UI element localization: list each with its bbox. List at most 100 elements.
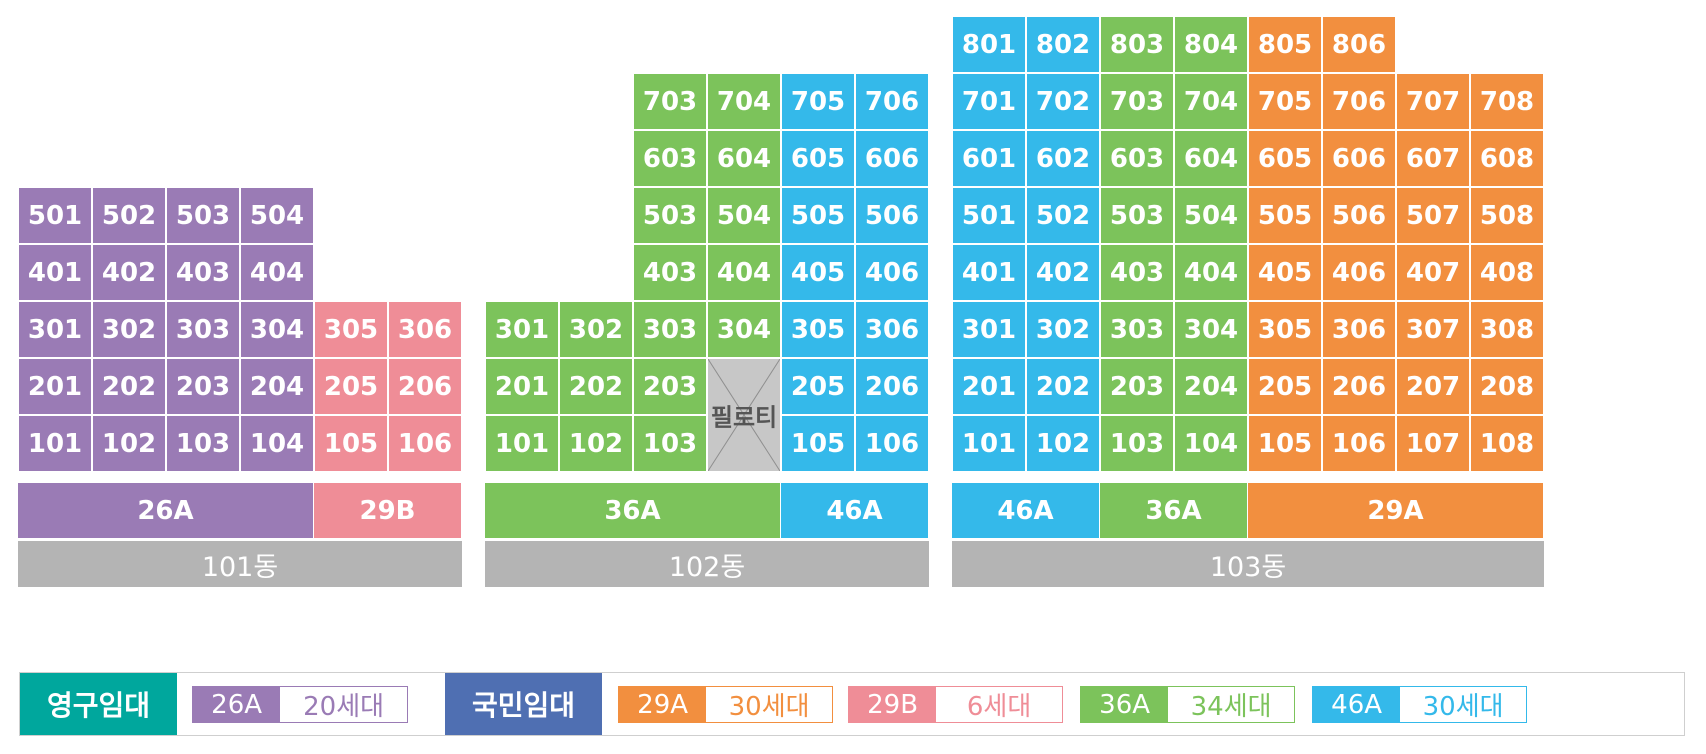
unit-cell: 608 <box>1470 130 1544 187</box>
unit-cell: 405 <box>1248 244 1322 301</box>
unit-cell: 702 <box>1026 73 1100 130</box>
unit-cell: 306 <box>388 301 462 358</box>
unit-cell: 205 <box>781 358 855 415</box>
unit-cell: 304 <box>240 301 314 358</box>
unit-cell: 102 <box>559 415 633 472</box>
unit-cell: 703 <box>1100 73 1174 130</box>
unit-cell: 505 <box>781 187 855 244</box>
unit-cell: 605 <box>781 130 855 187</box>
unit-cell: 402 <box>92 244 166 301</box>
unit-cell: 706 <box>1322 73 1396 130</box>
unit-cell: 708 <box>1470 73 1544 130</box>
legend-item-type: 29A <box>619 687 707 722</box>
unit-cell: 301 <box>952 301 1026 358</box>
unit-cell: 104 <box>240 415 314 472</box>
unit-cell: 305 <box>1248 301 1322 358</box>
unit-cell: 402 <box>1026 244 1100 301</box>
unit-cell: 704 <box>707 73 781 130</box>
unit-cell: 507 <box>1396 187 1470 244</box>
unit-cell: 502 <box>1026 187 1100 244</box>
legend-item-type: 26A <box>193 687 281 722</box>
legend-item: 29B 6세대 <box>848 686 1063 723</box>
unit-cell: 103 <box>166 415 240 472</box>
unit-cell: 102 <box>1026 415 1100 472</box>
unit-type-bar: 36A <box>1100 483 1248 538</box>
unit-cell: 303 <box>166 301 240 358</box>
building-label: 101동 <box>18 541 462 587</box>
unit-cell: 308 <box>1470 301 1544 358</box>
unit-cell: 403 <box>166 244 240 301</box>
unit-cell: 102 <box>92 415 166 472</box>
unit-cell: 503 <box>633 187 707 244</box>
unit-cell: 207 <box>1396 358 1470 415</box>
unit-cell: 301 <box>18 301 92 358</box>
unit-cell: 302 <box>92 301 166 358</box>
unit-type-bar: 46A <box>781 483 929 538</box>
unit-cell: 607 <box>1396 130 1470 187</box>
unit-cell: 404 <box>240 244 314 301</box>
legend-item: 36A 34세대 <box>1080 686 1295 723</box>
legend-item-count: 34세대 <box>1168 687 1294 722</box>
unit-cell: 802 <box>1026 16 1100 73</box>
unit-cell: 502 <box>92 187 166 244</box>
pilotis-label: 필로티 <box>710 403 778 432</box>
unit-cell: 101 <box>952 415 1026 472</box>
unit-cell: 605 <box>1248 130 1322 187</box>
unit-cell: 106 <box>1322 415 1396 472</box>
unit-cell: 706 <box>855 73 929 130</box>
unit-cell: 201 <box>18 358 92 415</box>
unit-cell: 201 <box>952 358 1026 415</box>
unit-cell: 406 <box>1322 244 1396 301</box>
unit-cell: 603 <box>1100 130 1174 187</box>
unit-cell: 405 <box>781 244 855 301</box>
unit-cell: 204 <box>240 358 314 415</box>
unit-cell: 203 <box>1100 358 1174 415</box>
unit-cell: 707 <box>1396 73 1470 130</box>
unit-type-bar: 46A <box>952 483 1100 538</box>
building-label: 103동 <box>952 541 1544 587</box>
legend-category-permanent: 영구임대 <box>20 673 177 735</box>
unit-cell: 705 <box>781 73 855 130</box>
unit-cell: 303 <box>633 301 707 358</box>
unit-cell: 302 <box>559 301 633 358</box>
unit-cell: 602 <box>1026 130 1100 187</box>
unit-cell: 801 <box>952 16 1026 73</box>
unit-cell: 505 <box>1248 187 1322 244</box>
unit-cell: 304 <box>1174 301 1248 358</box>
unit-cell: 303 <box>1100 301 1174 358</box>
unit-cell: 504 <box>240 187 314 244</box>
legend-item: 26A 20세대 <box>192 686 408 723</box>
unit-cell: 203 <box>633 358 707 415</box>
unit-cell: 401 <box>18 244 92 301</box>
unit-cell: 107 <box>1396 415 1470 472</box>
unit-cell: 806 <box>1322 16 1396 73</box>
unit-cell: 606 <box>855 130 929 187</box>
unit-cell: 202 <box>1026 358 1100 415</box>
unit-cell: 508 <box>1470 187 1544 244</box>
unit-cell: 305 <box>781 301 855 358</box>
unit-cell: 201 <box>485 358 559 415</box>
unit-cell: 803 <box>1100 16 1174 73</box>
unit-cell: 501 <box>18 187 92 244</box>
unit-cell: 701 <box>952 73 1026 130</box>
unit-cell: 101 <box>485 415 559 472</box>
unit-cell: 503 <box>1100 187 1174 244</box>
pilotis-cell: 필로티 <box>707 358 781 472</box>
unit-cell: 403 <box>633 244 707 301</box>
unit-cell: 208 <box>1470 358 1544 415</box>
legend-item-count: 20세대 <box>280 687 407 722</box>
unit-cell: 306 <box>855 301 929 358</box>
unit-type-bar: 29A <box>1248 483 1544 538</box>
unit-cell: 506 <box>1322 187 1396 244</box>
unit-cell: 705 <box>1248 73 1322 130</box>
legend-item-count: 30세대 <box>706 687 832 722</box>
legend-item: 29A 30세대 <box>618 686 833 723</box>
unit-cell: 501 <box>952 187 1026 244</box>
unit-cell: 103 <box>633 415 707 472</box>
unit-cell: 301 <box>485 301 559 358</box>
unit-cell: 804 <box>1174 16 1248 73</box>
unit-cell: 105 <box>1248 415 1322 472</box>
unit-cell: 408 <box>1470 244 1544 301</box>
unit-cell: 206 <box>388 358 462 415</box>
unit-cell: 504 <box>1174 187 1248 244</box>
